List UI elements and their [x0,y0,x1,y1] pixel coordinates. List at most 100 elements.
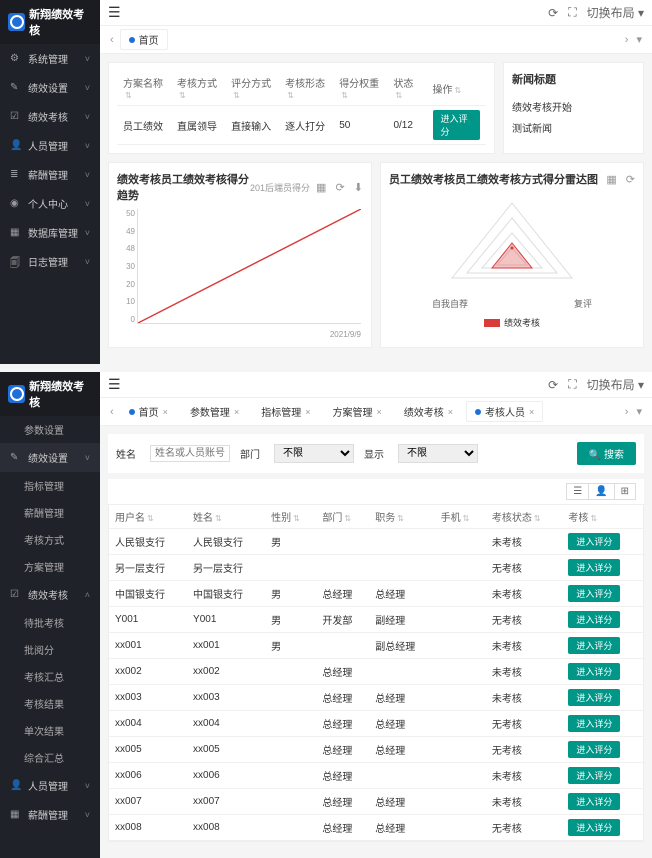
col-header[interactable]: 手机⇅ [435,505,486,529]
nav-sub[interactable]: 考核汇总 [0,663,100,690]
nav-sub[interactable]: 方案管理 [0,553,100,580]
nav-item[interactable]: ✎绩效设置˅ [0,73,100,102]
nav-sub[interactable]: 参数设置 [0,416,100,443]
chart-refresh-icon[interactable]: ⟳ [336,182,345,194]
enter-score-button[interactable]: 进入评分 [568,767,620,784]
nav-item[interactable]: ◉个人中心˅ [0,189,100,218]
col-header[interactable]: 状态⇅ [387,71,426,106]
tool-list-icon[interactable]: ☰ [566,483,589,500]
close-icon[interactable]: × [529,407,534,417]
nav-sub[interactable]: 单次结果 [0,717,100,744]
col-header[interactable]: 部门⇅ [316,505,369,529]
news-item[interactable]: 测试新闻 [512,117,635,138]
chart-grid-icon[interactable]: ▦ [316,182,326,194]
nav-item[interactable]: ☑绩效考核˅ [0,102,100,131]
nav-perf-review[interactable]: ☑ 绩效考核 ˄ [0,580,100,609]
nav-item[interactable]: 👤人员管理˅ [0,771,100,800]
nav-sub[interactable]: 批阅分 [0,636,100,663]
tool-user-icon[interactable]: 👤 [588,483,614,500]
col-header[interactable]: 考核⇅ [562,505,643,529]
nav-item[interactable]: 👤人员管理˅ [0,131,100,160]
close-icon[interactable]: × [376,407,381,417]
col-header[interactable]: 考核状态⇅ [486,505,562,529]
nav-sub[interactable]: 薪酬管理 [0,499,100,526]
enter-score-button[interactable]: 进入评分 [433,110,480,140]
nav-sub[interactable]: 待批考核 [0,609,100,636]
enter-score-button[interactable]: 进入详分 [568,793,620,810]
enter-score-button[interactable]: 进入评分 [568,533,620,550]
tab[interactable]: 首页× [120,401,177,422]
nav-icon: ≣ [10,169,22,181]
layout-menu[interactable]: 切换布局 ▾ [587,4,644,21]
tab[interactable]: 考核人员× [466,401,543,422]
hamburger-icon[interactable]: ☰ [108,4,121,21]
col-header[interactable]: 操作⇅ [427,71,486,106]
nav-item[interactable]: ≣薪酬管理˅ [0,160,100,189]
tab-home[interactable]: 首页 [120,29,168,50]
nav-item[interactable]: ▦数据库管理˅ [0,218,100,247]
fullscreen-icon[interactable]: ⛶ [568,5,576,20]
nav-item[interactable]: 🗐日志管理˅ [0,247,100,276]
tab[interactable]: 参数管理× [181,401,248,422]
tabs-right-icon[interactable]: › [621,34,633,46]
tab[interactable]: 方案管理× [323,401,390,422]
refresh-icon[interactable]: ⟳ [548,6,558,20]
tab-label: 首页 [139,32,159,47]
enter-score-button[interactable]: 进入详分 [568,663,620,680]
filter-name-input[interactable] [150,445,230,462]
col-header[interactable]: 考核形态⇅ [279,71,333,106]
col-header[interactable]: 姓名⇅ [187,505,265,529]
filter-dept-select[interactable]: 不限 [274,444,354,463]
col-header[interactable]: 性别⇅ [265,505,316,529]
nav-item[interactable]: ▦薪酬管理˅ [0,800,100,829]
tabs-right-icon[interactable]: › [621,406,633,418]
fullscreen-icon[interactable]: ⛶ [568,377,576,392]
sort-icon: ⇅ [344,514,351,523]
nav-sub[interactable]: 考核方式 [0,526,100,553]
nav-perf-settings[interactable]: ✎ 绩效设置 ˅ [0,443,100,472]
col-header[interactable]: 评分方式⇅ [225,71,279,106]
enter-score-button[interactable]: 进入详分 [568,611,620,628]
close-icon[interactable]: × [234,407,239,417]
news-item[interactable]: 绩效考核开始 [512,96,635,117]
enter-score-button[interactable]: 进入评分 [568,637,620,654]
enter-score-button[interactable]: 进入详分 [568,819,620,836]
nav-item[interactable]: ⚙系统管理˅ [0,44,100,73]
col-header[interactable]: 方案名称⇅ [117,71,171,106]
chart-refresh-icon[interactable]: ⟳ [626,174,635,186]
tabs-left-icon[interactable]: ‹ [106,34,118,46]
sort-icon: ⇅ [463,514,470,523]
close-icon[interactable]: × [163,407,168,417]
chart-download-icon[interactable]: ⬇ [354,182,363,194]
hamburger-icon[interactable]: ☰ [108,376,121,393]
tabs-left-icon[interactable]: ‹ [106,406,118,418]
cell [369,555,434,581]
cell: 直属领导 [171,106,225,145]
nav-sub[interactable]: 指标管理 [0,472,100,499]
enter-score-button[interactable]: 进入详分 [568,715,620,732]
tab[interactable]: 指标管理× [252,401,319,422]
tabs-menu-icon[interactable]: ▾ [632,33,646,46]
enter-score-button[interactable]: 进入评分 [568,741,620,758]
tab[interactable]: 绩效考核× [395,401,462,422]
col-header[interactable]: 考核方式⇅ [171,71,225,106]
filter-status-select[interactable]: 不限 [398,444,478,463]
col-header[interactable]: 用户名⇅ [109,505,187,529]
search-button[interactable]: 🔍 搜索 [577,442,636,465]
nav-sub[interactable]: 综合汇总 [0,744,100,771]
tabs-menu-icon[interactable]: ▾ [632,405,646,418]
refresh-icon[interactable]: ⟳ [548,378,558,392]
enter-score-button[interactable]: 进入评分 [568,689,620,706]
col-header[interactable]: 职务⇅ [369,505,434,529]
layout-menu[interactable]: 切换布局 ▾ [587,376,644,393]
close-icon[interactable]: × [305,407,310,417]
cell: 总经理 [316,815,369,841]
check-icon: ☑ [10,589,22,601]
col-header[interactable]: 得分权重⇅ [333,71,387,106]
enter-score-button[interactable]: 进入评分 [568,585,620,602]
tool-grid-icon[interactable]: ⊞ [614,483,636,500]
enter-score-button[interactable]: 进入详分 [568,559,620,576]
close-icon[interactable]: × [448,407,453,417]
nav-sub[interactable]: 考核结果 [0,690,100,717]
chart-grid-icon[interactable]: ▦ [606,174,616,186]
